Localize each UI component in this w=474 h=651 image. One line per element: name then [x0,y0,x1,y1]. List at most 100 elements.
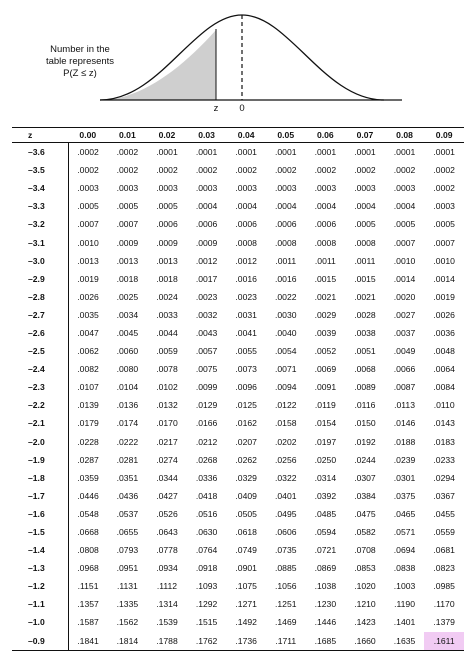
probability-cell: .0505 [235,508,257,519]
probability-cell: .0869 [314,563,337,574]
probability-cell: .0475 [354,508,376,519]
table-row: –0.9 .1841 .1814 .1788 .1762 .1736 .1711 .1685.… [12,631,464,651]
probability-cell: .0040 [275,327,297,338]
probability-cell: .0008 [314,237,337,248]
probability-cell: .0034 [116,309,139,320]
probability-cell: .0005 [116,201,139,212]
probability-cell: .1685 [314,635,337,646]
probability-cell: .1271 [235,599,257,610]
column-header: 0.05 [277,130,295,140]
probability-cell: .0582 [354,527,376,538]
probability-cell: .0004 [235,201,257,212]
column-header: 0.06 [316,130,334,140]
z-value-cell: –1.9 [12,450,69,469]
probability-cell: .0409 [235,490,257,501]
probability-cell: .0001 [314,147,337,158]
probability-cell: .0183 [433,436,455,447]
probability-cell: .0823 [433,563,455,574]
probability-cell: .0013 [77,255,99,266]
probability-cell: .0793 [116,545,139,556]
probability-cell: .0019 [77,273,99,284]
probability-cell: .0594 [314,527,337,538]
probability-cell: .0548 [77,508,99,519]
z-value-cell: –2.4 [12,360,69,379]
probability-cell: .0643 [156,527,178,538]
probability-cell: .0087 [393,382,416,393]
probability-cell: .0901 [235,563,257,574]
probability-cell: .1788 [156,635,178,646]
probability-cell: .0002 [433,165,455,176]
probability-cell: .0011 [275,255,297,266]
probability-cell: .0008 [354,237,376,248]
probability-cell: .0021 [354,291,376,302]
z-table: z 0.00 0.01 0.02 0.03 0.04 0.05 0.06 0.07 0.08 0.0… [12,127,464,651]
probability-cell: .0233 [433,454,455,465]
z-value-cell: –3.2 [12,215,69,234]
normal-curve-figure: Number in the table represents P(Z ≤ z) … [0,0,474,125]
probability-cell: .0116 [354,400,376,411]
probability-cell: .1841 [77,635,99,646]
probability-cell: .0068 [354,364,376,375]
probability-cell: .0162 [235,418,257,429]
z-value-cell: –0.9 [12,631,69,651]
probability-cell: .0188 [393,436,416,447]
probability-cell: .0018 [116,273,139,284]
probability-cell: .0001 [195,147,218,158]
z-column-header: z [28,130,33,140]
probability-cell: .1711 [275,635,297,646]
probability-cell: .0047 [77,327,99,338]
probability-cell: .0013 [116,255,139,266]
probability-cell: .0075 [195,364,218,375]
shaded-area [100,30,216,100]
probability-cell: .0003 [156,183,178,194]
probability-cell: .0192 [354,436,376,447]
probability-cell: .0009 [156,237,178,248]
probability-cell: .0158 [275,418,297,429]
probability-cell: .0028 [354,309,376,320]
z-value-cell: –1.3 [12,559,69,578]
table-row: –1.8 .0359 .0351 .0344 .0336 .0329 .0322 .0314.… [12,468,464,487]
z-value-cell: –2.6 [12,323,69,343]
probability-cell: .0060 [116,346,139,357]
probability-cell: .0005 [77,201,99,212]
probability-cell: .0721 [314,545,337,556]
probability-cell: .0694 [393,545,416,556]
probability-cell: .1020 [354,581,376,592]
probability-cell: .0010 [393,255,416,266]
probability-cell: .0392 [314,490,337,501]
probability-cell: .0023 [235,291,257,302]
probability-cell: .0465 [393,508,416,519]
probability-cell: .0001 [235,147,257,158]
probability-cell: .0329 [235,472,257,483]
probability-cell: .0016 [235,273,257,284]
probability-cell: .0010 [433,255,455,266]
probability-cell: .0014 [393,273,416,284]
table-row: –2.8 .0026 .0025 .0024 .0023 .0023 .0022 .0021.… [12,287,464,306]
probability-cell: .0073 [235,364,257,375]
probability-cell: .0132 [156,400,178,411]
z-value-cell: –3.0 [12,251,69,270]
probability-cell: .0004 [393,201,416,212]
column-header: 0.01 [119,130,136,140]
probability-cell: .0004 [354,201,376,212]
probability-cell: .0007 [77,219,99,230]
probability-cell: .0001 [354,147,376,158]
z-value-cell: –2.0 [12,432,69,451]
probability-cell: .0055 [235,346,257,357]
probability-cell: .0019 [433,291,455,302]
table-row: –1.6 .0548 .0537 .0526 .0516 .0505 .0495 .0485.… [12,504,464,523]
column-header: 0.03 [198,130,215,140]
probability-cell: .0446 [77,490,99,501]
probability-cell: .0002 [354,165,376,176]
probability-cell: .0002 [314,165,337,176]
figure-caption: Number in the table represents P(Z ≤ z) [30,44,130,80]
z-value-cell: –2.2 [12,396,69,415]
probability-cell: .1814 [116,635,139,646]
probability-cell: .0026 [433,309,455,320]
probability-cell: .0048 [433,346,455,357]
probability-cell: .0119 [314,400,336,411]
z-value-cell: –1.7 [12,486,69,505]
table-row: –2.3 .0107 .0104 .0102 .0099 .0096 .0094 .0091.… [12,378,464,397]
probability-cell: .0537 [116,508,139,519]
probability-cell: .0146 [393,418,416,429]
